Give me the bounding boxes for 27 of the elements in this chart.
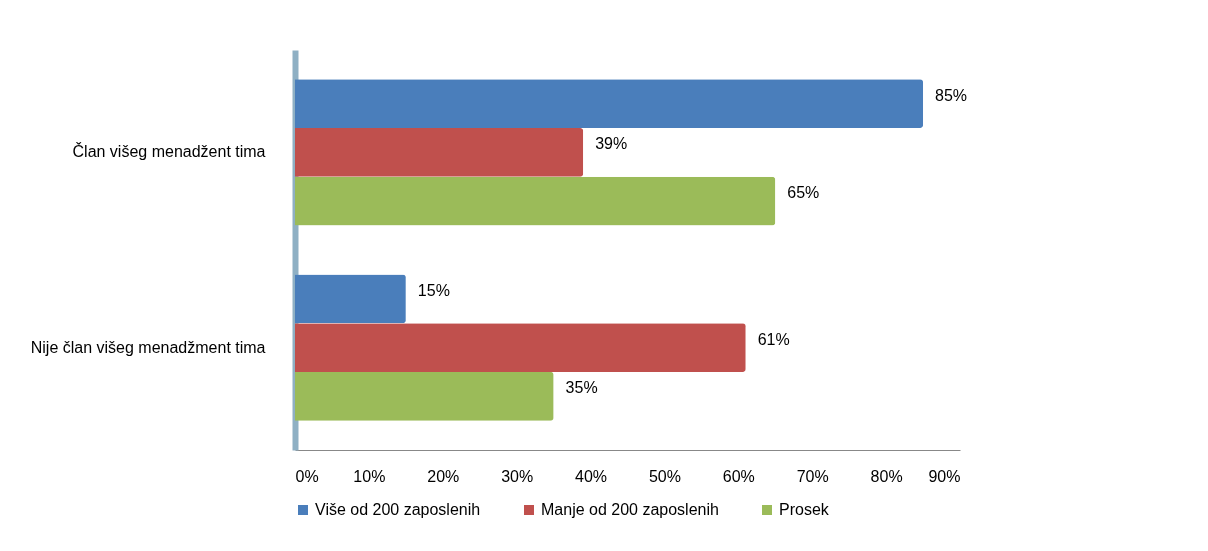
x-tick-label: 10%	[353, 467, 386, 485]
data-label: 61%	[757, 330, 790, 348]
x-tick-label: 20%	[427, 467, 460, 485]
bar	[295, 128, 584, 177]
x-tick-label: 0%	[295, 467, 319, 485]
x-tick-label: 60%	[722, 467, 755, 485]
x-tick-label: 90%	[928, 467, 961, 485]
bar	[295, 323, 746, 372]
y-tick-label: Član višeg menadžent tima	[72, 142, 266, 161]
data-label: 39%	[595, 135, 628, 153]
x-tick-label: 70%	[796, 467, 829, 485]
data-label: 15%	[417, 281, 450, 299]
x-tick-label: 50%	[648, 467, 681, 485]
x-tick-label: 80%	[870, 467, 903, 485]
data-label: 85%	[935, 86, 968, 104]
x-tick-label: 40%	[575, 467, 608, 485]
legend-label: Više od 200 zaposlenih	[315, 501, 481, 518]
bar	[295, 176, 776, 226]
legend-label: Manje od 200 zaposlenih	[541, 501, 719, 518]
x-tick-label: 30%	[501, 467, 534, 485]
data-label: 35%	[565, 379, 598, 397]
bar	[295, 371, 554, 421]
y-tick-label: Nije član višeg menadžment tima	[30, 338, 266, 356]
bar	[295, 79, 924, 129]
data-label: 65%	[787, 184, 820, 202]
legend-label: Prosek	[779, 501, 830, 518]
bar	[295, 274, 406, 324]
